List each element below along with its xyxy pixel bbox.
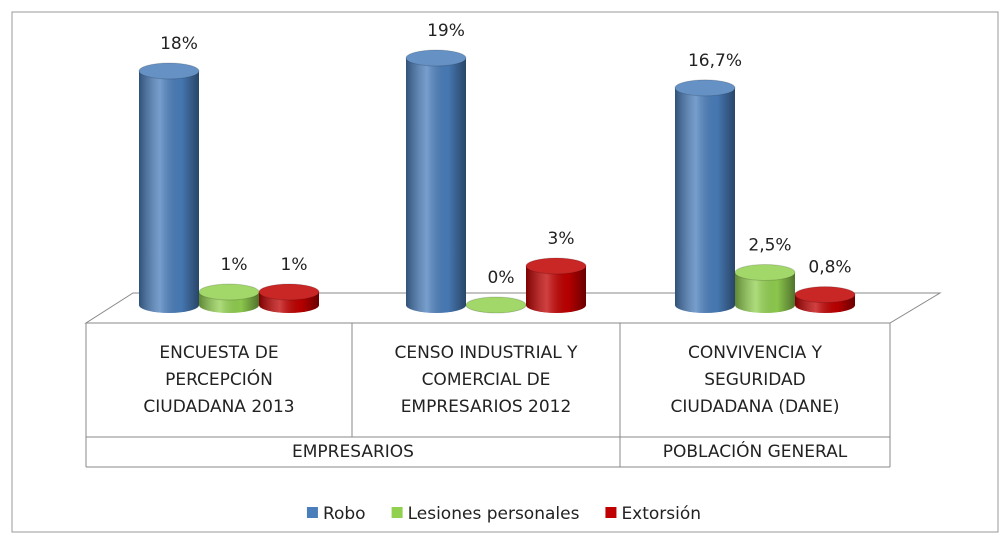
cylinder-top <box>675 79 735 96</box>
cylinder-top-shade <box>674 79 736 97</box>
cylinder-top <box>406 50 466 66</box>
group-label: POBLACIÓN GENERAL <box>662 442 848 462</box>
category-label: CONVIVENCIA Y SEGURIDAD CIUDADANA (DANE) <box>670 343 840 417</box>
value-label: 0,8% <box>808 258 851 278</box>
value-label: 1% <box>281 255 308 275</box>
cylinder <box>405 49 467 313</box>
cylinder <box>198 283 260 313</box>
cylinder-top-shade <box>405 49 467 67</box>
value-label: 3% <box>548 229 575 249</box>
value-label: 2,5% <box>748 236 791 256</box>
value-label: 16,7% <box>688 51 742 71</box>
cylinder-top-shade <box>258 283 320 301</box>
cylinder-top <box>466 297 526 313</box>
value-label: 1% <box>221 255 248 275</box>
cylinder-top-shade <box>794 286 856 304</box>
cylinder-top-shade <box>525 257 587 275</box>
legend-swatch <box>605 507 617 518</box>
legend-swatch <box>391 507 403 518</box>
cylinder <box>734 264 796 313</box>
cylinder <box>465 296 527 314</box>
value-label: 19% <box>427 21 465 41</box>
legend-label: Robo <box>323 504 366 524</box>
cylinder <box>794 286 856 313</box>
cylinder-top <box>139 63 199 79</box>
cylinder-top-shade <box>138 62 200 80</box>
cylinder <box>674 79 736 314</box>
cylinder-shade <box>735 272 795 313</box>
cylinder-top <box>199 284 259 300</box>
cylinder <box>258 283 320 313</box>
group-label: EMPRESARIOS <box>292 442 414 462</box>
cylinder-shade <box>675 87 735 314</box>
cylinder-top <box>526 258 586 274</box>
category-label: ENCUESTA DE PERCEPCIÓN CIUDADANA 2013 <box>143 343 295 417</box>
value-label: 18% <box>160 34 198 54</box>
cylinder-top <box>735 264 795 281</box>
cylinder-top-shade <box>198 283 260 301</box>
category-label: CENSO INDUSTRIAL Y COMERCIAL DE EMPRESAR… <box>394 343 578 417</box>
cylinder-shade <box>406 58 466 313</box>
legend-label: Extorsión <box>621 504 701 524</box>
value-label: 0% <box>488 268 515 288</box>
cylinder <box>138 62 200 313</box>
legend-swatch <box>306 507 318 518</box>
legend-label: Lesiones personales <box>408 504 580 524</box>
cylinder-top-shade <box>465 296 527 314</box>
cylinder-shade <box>139 71 199 313</box>
cylinder-top <box>795 286 855 303</box>
cylinder <box>525 257 587 313</box>
cylinder-top <box>259 284 319 300</box>
cylinder-top-shade <box>734 264 796 281</box>
cylinder-shade <box>526 266 586 313</box>
